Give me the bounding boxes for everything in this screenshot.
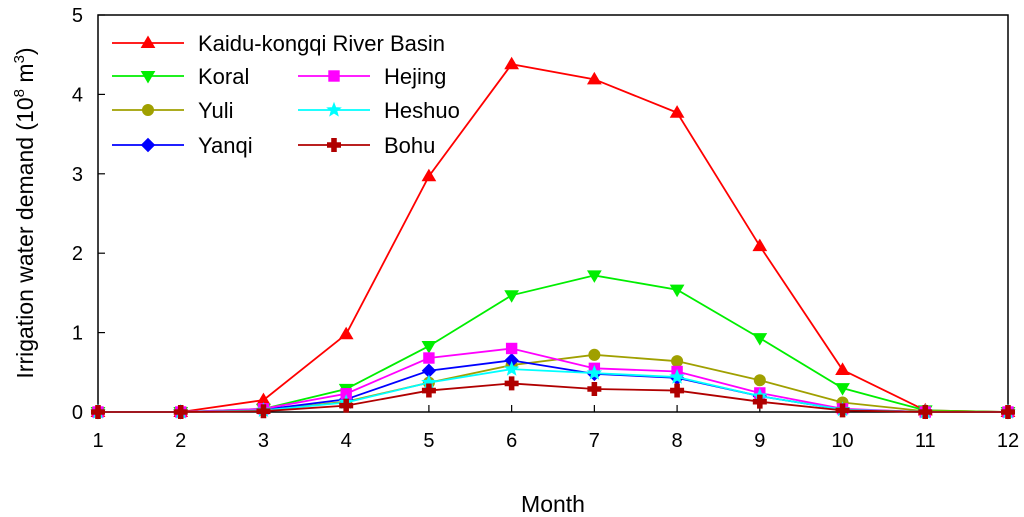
legend-label: Hejing [384, 64, 446, 89]
series-yuli [91, 348, 1015, 419]
data-point-bohu [587, 381, 602, 396]
y-tick-label: 0 [72, 402, 83, 424]
data-point-koral [835, 383, 850, 396]
data-point-yuli [671, 355, 684, 368]
y-tick-label: 4 [72, 84, 83, 106]
x-tick-label: 7 [589, 430, 600, 452]
data-point-bohu [173, 405, 188, 419]
legend-item-heshuo: Heshuo [298, 98, 460, 123]
x-tick-label: 10 [831, 430, 853, 452]
data-point-bohu [256, 404, 271, 419]
x-tick-label: 5 [423, 430, 434, 452]
data-point-yuli [588, 348, 601, 361]
legend-item-bohu: Bohu [298, 133, 435, 158]
data-point-bohu [835, 403, 850, 418]
legend-label: Koral [198, 64, 249, 89]
legend-label: Bohu [384, 133, 435, 158]
legend-swatch-marker [140, 35, 156, 49]
series-line-bohu [98, 382, 1008, 413]
data-point-hejing [505, 342, 518, 355]
data-point-heshuo [503, 360, 520, 376]
data-point-hejing [423, 352, 435, 364]
x-tick-label: 9 [754, 430, 765, 452]
y-tick-label: 5 [72, 5, 83, 27]
y-axis-title: Irrigation water demand (108 m3) [11, 47, 38, 378]
data-point-kaidu-kongqi-river-basin [504, 56, 520, 70]
x-tick-label: 4 [341, 430, 352, 452]
y-tick-label: 3 [72, 164, 83, 186]
legend-item-yuli: Yuli [112, 98, 233, 123]
x-tick-label: 12 [997, 430, 1019, 452]
legend-swatch-marker [328, 70, 340, 82]
data-point-bohu [918, 405, 933, 419]
y-tick-label: 1 [72, 323, 83, 345]
data-point-kaidu-kongqi-river-basin [586, 71, 602, 85]
data-point-bohu [504, 376, 519, 391]
legend-label: Yanqi [198, 133, 253, 158]
data-point-heshuo [669, 368, 685, 384]
x-tick-label: 8 [672, 430, 683, 452]
data-point-bohu [670, 383, 685, 398]
y-axis-title-main: Irrigation water demand (10 [12, 97, 38, 378]
legend-label: Yuli [198, 98, 233, 123]
legend-item-kaidu-kongqi-river-basin: Kaidu-kongqi River Basin [112, 31, 445, 56]
y-axis-title-exponent-3: 3 [11, 55, 28, 63]
data-point-bohu [752, 394, 767, 409]
legend-item-yanqi: Yanqi [112, 133, 253, 158]
x-tick-label: 2 [175, 430, 186, 452]
x-tick-label: 1 [92, 430, 103, 452]
x-tick-label: 3 [258, 430, 269, 452]
y-axis-title-unit: m [12, 63, 38, 89]
y-tick-label: 2 [72, 243, 83, 265]
legend-swatch-marker [140, 70, 156, 84]
data-point-kaidu-kongqi-river-basin [752, 238, 768, 252]
data-point-koral [586, 270, 602, 283]
data-point-kaidu-kongqi-river-basin [338, 326, 354, 340]
x-tick-label: 6 [506, 430, 517, 452]
series-bohu [91, 376, 1015, 419]
data-point-bohu [1001, 405, 1015, 419]
x-axis-title: Month [521, 491, 585, 517]
data-point-koral [504, 290, 520, 303]
data-point-koral [421, 341, 437, 354]
legend-item-hejing: Hejing [298, 64, 446, 89]
legend-swatch-marker [141, 103, 155, 117]
legend-swatch-marker [327, 138, 341, 152]
series-line-hejing [98, 347, 1008, 413]
legend: Kaidu-kongqi River Basin Koral Hejing Yuli H… [112, 31, 460, 158]
data-point-bohu [421, 383, 436, 398]
series-line-koral [98, 274, 1009, 413]
plot-frame [97, 14, 1009, 413]
legend-label: Heshuo [384, 98, 460, 123]
data-point-bohu [339, 398, 354, 413]
data-point-koral [752, 333, 768, 346]
data-point-kaidu-kongqi-river-basin [421, 168, 437, 182]
legend-swatch-marker [326, 101, 342, 117]
y-axis-title-exponent-8: 8 [11, 89, 28, 97]
x-tick-label: 11 [915, 430, 936, 452]
series-layer [90, 56, 1016, 420]
data-point-bohu [91, 405, 105, 419]
data-point-kaidu-kongqi-river-basin [835, 362, 850, 375]
legend-swatch-marker [140, 137, 156, 153]
data-point-koral [669, 284, 685, 298]
data-point-kaidu-kongqi-river-basin [669, 105, 685, 118]
series-koral [90, 270, 1016, 420]
legend-item-koral: Koral [112, 64, 249, 89]
legend-label: Kaidu-kongqi River Basin [198, 31, 445, 56]
y-axis-title-close: ) [12, 47, 38, 55]
series-line-kaidu-kongqi-river-basin [98, 63, 1009, 413]
data-point-yuli [753, 374, 766, 387]
data-point-heshuo [586, 364, 603, 380]
